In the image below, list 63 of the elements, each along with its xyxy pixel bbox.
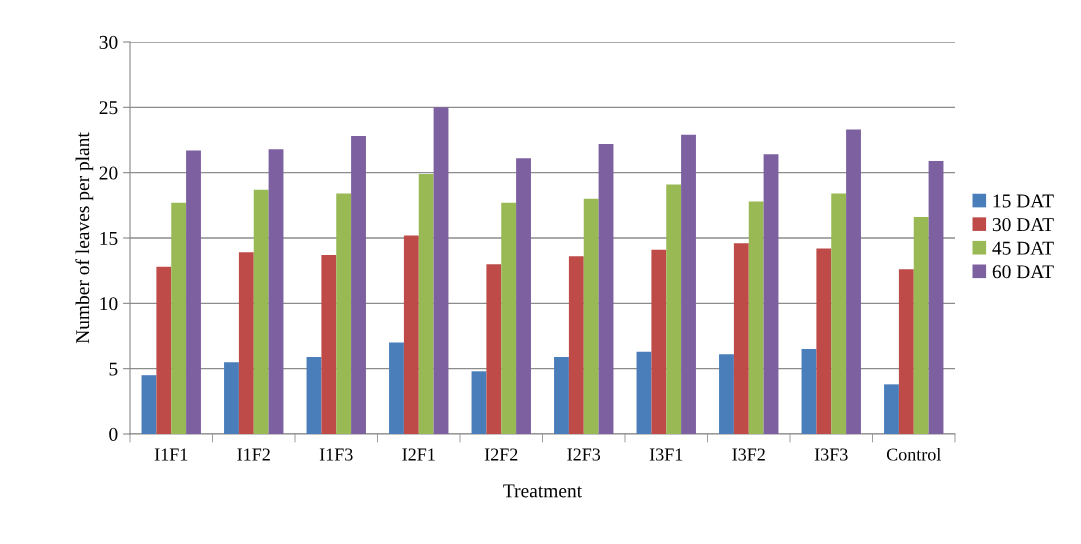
bar — [389, 342, 404, 434]
legend-label: 45 DAT — [992, 241, 1054, 255]
bar — [268, 149, 284, 434]
bar — [306, 356, 322, 434]
bar — [568, 256, 584, 434]
bar — [636, 351, 652, 434]
bar — [321, 254, 337, 434]
bar — [253, 189, 269, 434]
x-tick-label: I1F3 — [319, 448, 353, 461]
bar — [171, 202, 187, 434]
bar — [501, 202, 517, 434]
legend-label: 15 DAT — [993, 194, 1054, 208]
x-tick-label: I2F1 — [402, 448, 435, 461]
bar — [418, 173, 434, 434]
bar — [884, 384, 899, 434]
legend-label: 30 DAT — [992, 218, 1054, 232]
bar — [831, 193, 847, 434]
bar — [141, 375, 157, 434]
bar — [928, 160, 944, 434]
bar — [238, 252, 254, 434]
bar — [554, 356, 569, 434]
x-tick-label: I3F1 — [649, 448, 683, 461]
bar — [913, 217, 929, 434]
bar — [156, 266, 172, 434]
bar — [748, 201, 764, 434]
bar — [681, 134, 696, 434]
bar — [816, 248, 832, 434]
bar — [486, 264, 502, 434]
bar — [801, 349, 817, 434]
y-axis-title: Number of leaves per plant — [75, 132, 94, 344]
x-tick-label: I2F3 — [567, 448, 601, 461]
y-tick-label: 25 — [99, 101, 118, 115]
bar — [224, 362, 239, 434]
bar — [471, 371, 487, 434]
y-tick-label: 10 — [100, 297, 118, 311]
y-tick-label: 20 — [99, 166, 118, 180]
bar — [846, 129, 861, 434]
bar — [666, 184, 682, 434]
x-tick-label: Control — [886, 447, 941, 461]
bar — [351, 136, 366, 434]
y-tick-label: 5 — [109, 362, 118, 376]
legend-label: 60 DAT — [992, 265, 1054, 279]
bar — [598, 143, 614, 434]
y-tick-label: 15 — [100, 231, 118, 245]
bar — [433, 107, 449, 434]
bar — [733, 243, 749, 434]
y-tick-label: 30 — [99, 35, 118, 49]
bar — [651, 249, 667, 434]
x-tick-label: I1F1 — [154, 448, 188, 461]
bar — [186, 150, 201, 434]
x-tick-label: I3F2 — [732, 448, 765, 461]
x-tick-label: I3F3 — [814, 448, 848, 461]
x-tick-label: I1F2 — [237, 448, 270, 461]
y-tick-label: 0 — [109, 427, 118, 441]
x-tick-label: I2F2 — [484, 448, 518, 461]
x-axis-title: Treatment — [503, 484, 582, 498]
bar — [403, 235, 419, 434]
bar — [516, 158, 531, 434]
bar — [763, 154, 779, 434]
bar — [898, 269, 914, 434]
bar — [719, 354, 734, 434]
bar — [583, 198, 599, 434]
bar — [336, 193, 352, 434]
